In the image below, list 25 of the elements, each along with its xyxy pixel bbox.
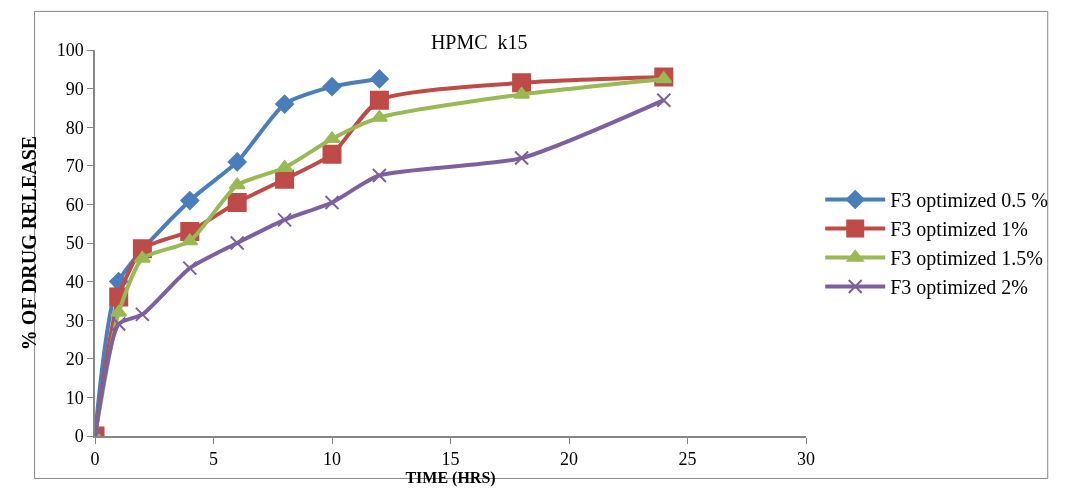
legend-label: F3 optimized 1.5%: [890, 247, 1043, 271]
y-tick-label: 30: [65, 310, 84, 331]
y-tick-label: 40: [65, 271, 84, 292]
x-tick-label: 5: [209, 449, 218, 470]
y-tick-label: 0: [74, 426, 84, 447]
x-tick-label: 10: [323, 449, 341, 470]
y-tick-label: 20: [65, 349, 84, 370]
x-tick-label: 15: [441, 449, 460, 470]
x-axis-title: TIME (HRS): [405, 469, 496, 488]
legend-label: F3 optimized 0.5 %: [890, 189, 1048, 213]
y-tick-label: 50: [65, 233, 84, 254]
x-tick-label: 25: [678, 449, 697, 470]
y-tick-label: 90: [65, 78, 84, 99]
y-axis-title: % OF DRUG RELEASE: [17, 135, 40, 351]
y-tick-label: 70: [65, 156, 84, 177]
legend-label: F3 optimized 2%: [890, 276, 1028, 300]
y-tick-label: 60: [65, 194, 84, 215]
x-tick-label: 20: [560, 449, 578, 470]
y-tick-label: 10: [65, 387, 84, 408]
legend-label: F3 optimized 1%: [890, 218, 1028, 242]
x-tick-label: 30: [797, 449, 815, 470]
chart-title: HPMC k15: [430, 30, 528, 53]
y-tick-label: 100: [56, 40, 84, 61]
y-tick-label: 80: [65, 117, 84, 138]
x-tick-label: 0: [90, 449, 100, 470]
